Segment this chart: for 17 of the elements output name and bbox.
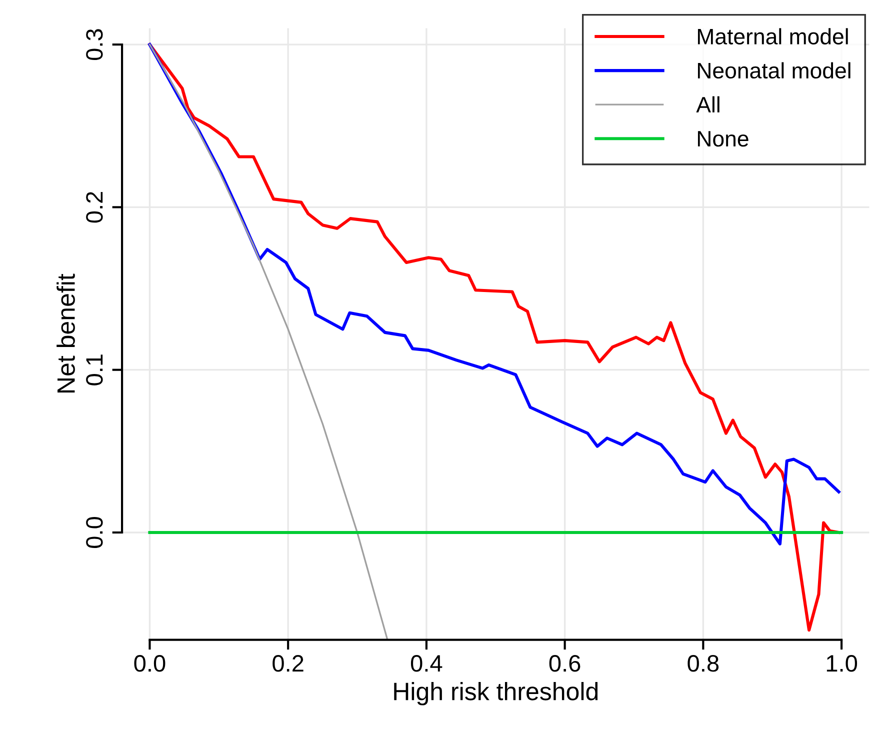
x-tick-label: 0.4	[410, 655, 442, 672]
y-axis-title: Net benefit	[56, 274, 75, 392]
x-tick-label: 0.0	[134, 655, 166, 672]
y-tick-label: 0.2	[86, 192, 103, 223]
x-tick-label: 0.2	[272, 655, 304, 672]
y-tick-label: 0.1	[86, 354, 103, 386]
y-tick-label: 0.0	[86, 517, 103, 548]
legend-label: Neonatal model	[698, 62, 850, 79]
legend-label: Maternal model	[698, 28, 848, 44]
legend-label: None	[698, 131, 748, 147]
x-tick-label: 0.6	[549, 655, 580, 672]
x-axis-title: High risk threshold	[394, 682, 598, 706]
y-tick-label: 0.3	[86, 29, 103, 60]
x-tick-label: 0.8	[688, 655, 719, 672]
x-tick-label: 1.0	[826, 655, 858, 672]
line-series	[148, 44, 388, 640]
legend-label: All	[696, 96, 720, 112]
